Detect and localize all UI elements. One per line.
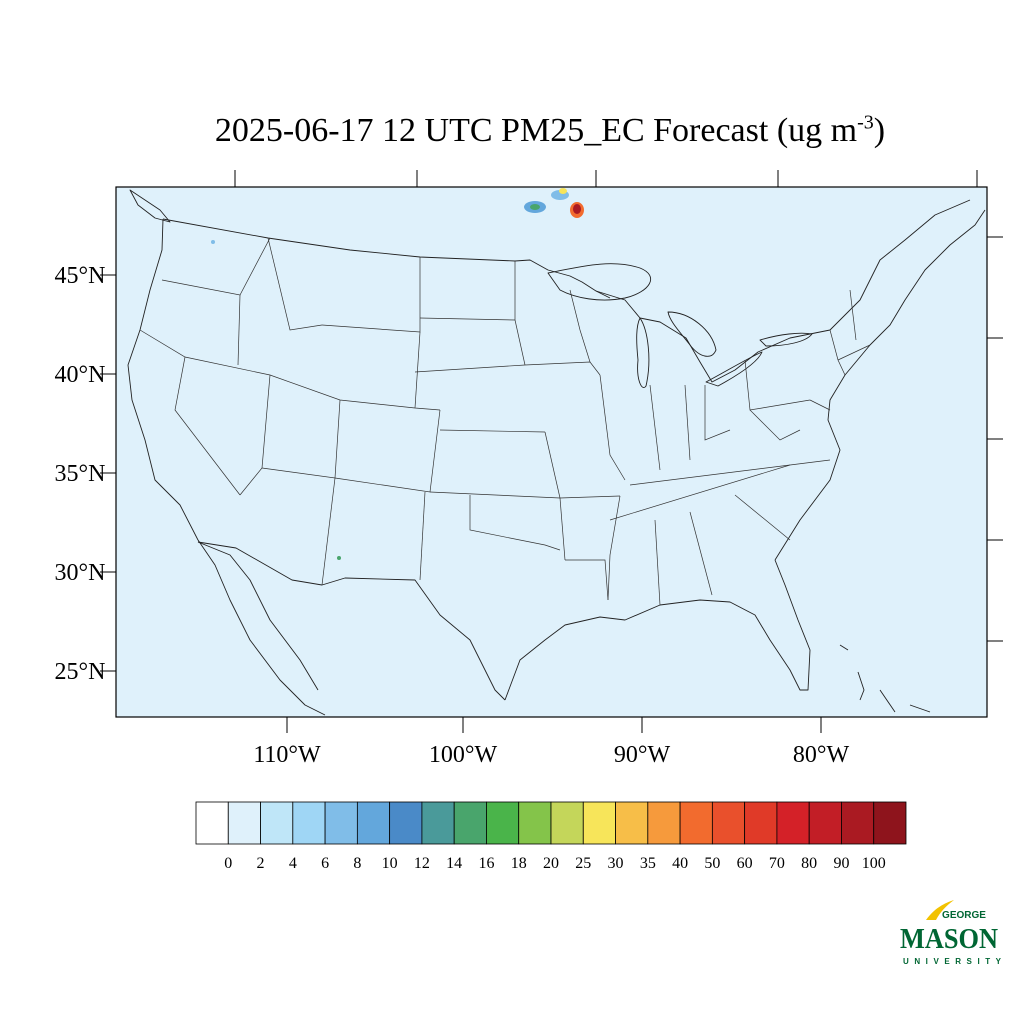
- state-borders: [139, 237, 871, 606]
- colorbar-label: 50: [704, 855, 720, 872]
- vancouver-island: [129, 189, 171, 223]
- gulf-coast: [504, 559, 811, 701]
- colorbar-swatch: [227, 801, 261, 845]
- george-mason-logo: GEORGE MASON UNIVERSITY: [900, 900, 1002, 966]
- colorbar-label: 14: [446, 855, 462, 872]
- lake-huron: [667, 311, 717, 357]
- baja-california: [197, 541, 319, 691]
- colorbar-swatch: [195, 801, 229, 845]
- left-ticks: [100, 274, 116, 672]
- logo-line3: UNIVERSITY: [903, 957, 1002, 966]
- colorbar-swatch: [679, 801, 713, 845]
- colorbar-label: 35: [640, 855, 656, 872]
- lat-label-25: 25°N: [55, 659, 106, 685]
- colorbar-label: 10: [382, 855, 398, 872]
- lake-michigan: [636, 317, 650, 388]
- right-ticks: [987, 236, 1003, 642]
- colorbar-swatch: [389, 801, 423, 845]
- colorbar-label: 0: [224, 855, 232, 872]
- title-text: 2025-06-17 12 UTC PM25_EC Forecast (ug m: [214, 112, 858, 149]
- lake-superior: [547, 263, 652, 301]
- bottom-ticks: [286, 717, 822, 733]
- colorbar-swatch: [873, 801, 907, 845]
- colorbar-swatch: [808, 801, 842, 845]
- colorbar-swatch: [421, 801, 455, 845]
- lake-erie: [705, 351, 763, 387]
- colorbar-swatch: [615, 801, 649, 845]
- colorbar-label: 100: [862, 855, 886, 872]
- colorbar: 0 2 4 6 8 10 12 14 16 18 20 25 30 35 40 50 60 70 80 90 100: [195, 801, 907, 872]
- map-frame: [115, 186, 988, 718]
- colorbar-label: 8: [353, 855, 361, 872]
- colorbar-swatch: [744, 801, 778, 845]
- west-coast: [127, 218, 326, 716]
- colorbar-label: 40: [672, 855, 688, 872]
- colorbar-label: 6: [321, 855, 329, 872]
- colorbar-swatch: [841, 801, 875, 845]
- colorbar-swatch: [292, 801, 326, 845]
- plume-yellow: [559, 188, 567, 194]
- colorbar-swatch: [647, 801, 681, 845]
- map-background: [116, 187, 987, 717]
- top-ticks: [234, 170, 978, 187]
- coastlines-and-borders: [127, 189, 986, 716]
- colorbar-swatch: [550, 801, 584, 845]
- plume-small-green: [337, 556, 341, 560]
- colorbar-swatch: [518, 801, 552, 845]
- colorbar-label: 90: [833, 855, 849, 872]
- lat-label-30: 30°N: [55, 560, 106, 586]
- lon-label-80: 80°W: [793, 742, 850, 768]
- colorbar-label: 4: [289, 855, 297, 872]
- canada-border: [162, 218, 611, 299]
- title-units-exponent: -3: [857, 111, 874, 134]
- colorbar-swatch: [453, 801, 487, 845]
- title-close: ): [873, 112, 886, 149]
- colorbar-label: 30: [608, 855, 624, 872]
- logo-swoosh: [926, 900, 954, 920]
- bahamas-outline: [839, 644, 931, 713]
- map-title: 2025-06-17 12 UTC PM25_EC Forecast (ug m…: [0, 112, 1024, 150]
- great-lakes-border: [595, 199, 971, 383]
- colorbar-swatch: [324, 801, 358, 845]
- colorbar-swatch: [711, 801, 746, 845]
- lon-label-100: 100°W: [429, 742, 498, 768]
- mexico-border: [197, 541, 506, 701]
- logo-line1: GEORGE: [942, 910, 986, 921]
- lake-ontario: [759, 332, 813, 347]
- logo-line2: MASON: [900, 924, 998, 955]
- plume-green-1: [530, 204, 540, 210]
- colorbar-swatch: [260, 801, 294, 845]
- colorbar-label: 2: [257, 855, 265, 872]
- colorbar-swatch: [356, 801, 391, 845]
- plume-red-inner: [573, 204, 581, 214]
- lat-label-35: 35°N: [55, 461, 106, 487]
- lon-label-90: 90°W: [614, 742, 671, 768]
- colorbar-label: 16: [478, 855, 494, 872]
- plume-small-blue: [211, 240, 215, 244]
- colorbar-label: 20: [543, 855, 559, 872]
- colorbar-label: 80: [801, 855, 817, 872]
- colorbar-label: 25: [575, 855, 591, 872]
- colorbar-swatch: [776, 801, 810, 845]
- east-coast: [774, 209, 986, 561]
- colorbar-swatch: [486, 801, 520, 845]
- colorbar-label: 70: [769, 855, 785, 872]
- colorbar-label: 18: [511, 855, 527, 872]
- lat-label-40: 40°N: [55, 362, 106, 388]
- pm25-plume: [211, 188, 584, 560]
- colorbar-label: 60: [737, 855, 753, 872]
- lat-label-45: 45°N: [55, 263, 106, 289]
- colorbar-swatch: [582, 801, 616, 845]
- colorbar-label: 12: [414, 855, 430, 872]
- lon-label-110: 110°W: [253, 742, 321, 768]
